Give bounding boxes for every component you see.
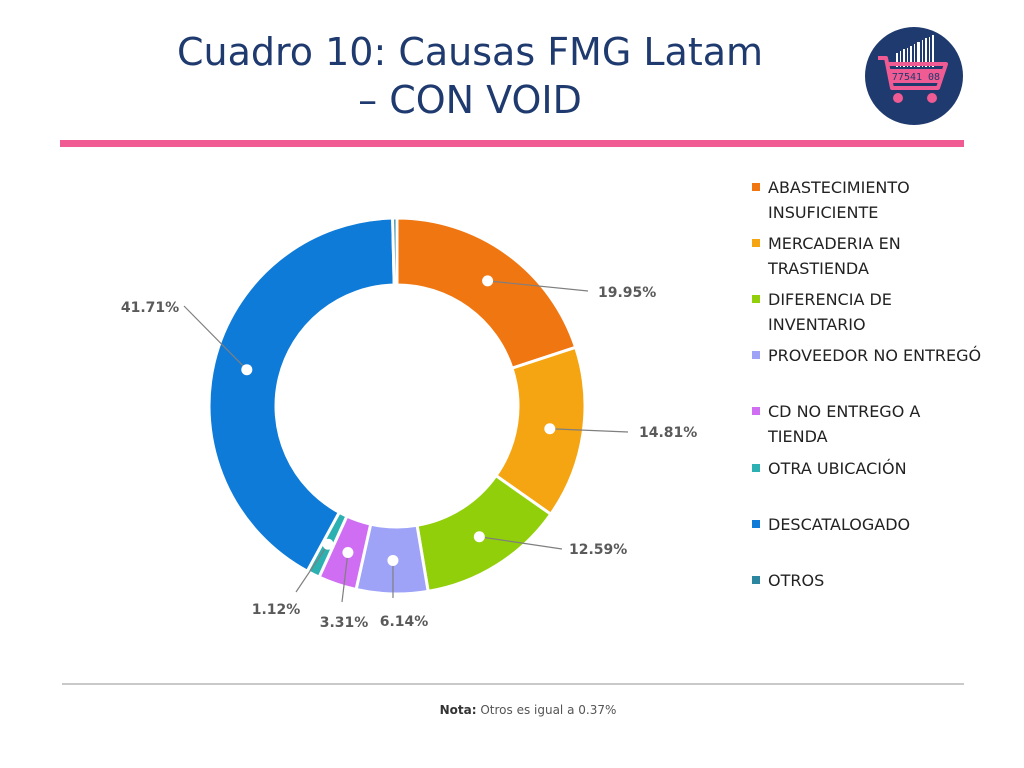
footnote-label: Nota:: [439, 703, 477, 717]
label-dot-cd-no-entrego-a-tienda: [342, 546, 354, 558]
legend-item-cd-no-entrego-a-tienda: CD NO ENTREGO A TIENDA: [752, 399, 1014, 449]
data-label-mercaderia-en-trastienda: 14.81%: [639, 425, 697, 441]
logo-text: 77541 08: [892, 72, 940, 83]
label-dot-otra-ubicaci-n: [322, 538, 334, 550]
data-label-diferencia-de-inventario: 12.59%: [569, 542, 627, 558]
title-divider: [60, 140, 964, 147]
leader-line-abastecimiento-insuficiente: [487, 280, 589, 292]
label-dot-abastecimiento-insuficiente: [482, 275, 494, 287]
slice-otros: [391, 216, 399, 287]
legend-label: INSUFICIENTE: [768, 203, 879, 222]
legend-label: DESCATALOGADO: [768, 515, 911, 534]
legend-item-otra-ubicaci-n: OTRA UBICACIÓN: [752, 456, 1014, 481]
label-dot-diferencia-de-inventario: [473, 531, 485, 543]
label-dot-proveedor-no-entreg: [387, 554, 399, 566]
legend-swatch: [752, 407, 760, 415]
legend-item-diferencia-de-inventario: DIFERENCIA DE INVENTARIO: [752, 287, 1014, 337]
legend-swatch: [752, 295, 760, 303]
legend-item-proveedor-no-entreg: PROVEEDOR NO ENTREGÓ: [752, 343, 1014, 368]
data-label-abastecimiento-insuficiente: 19.95%: [598, 285, 656, 301]
legend-swatch: [752, 520, 760, 528]
legend-swatch: [752, 183, 760, 191]
legend-label: OTRA UBICACIÓN: [768, 459, 907, 478]
legend-label: ABASTECIMIENTO: [768, 178, 910, 197]
legend-label: OTROS: [768, 571, 825, 590]
data-label-descatalogado: 41.71%: [121, 300, 179, 316]
label-dot-mercaderia-en-trastienda: [544, 423, 556, 435]
page-title: Cuadro 10: Causas FMG Latam – CON VOID: [80, 28, 860, 124]
legend-label: INVENTARIO: [768, 315, 866, 334]
legend-label: PROVEEDOR NO ENTREGÓ: [768, 346, 982, 365]
slice-descatalogado: [207, 216, 396, 574]
legend-item-descatalogado: DESCATALOGADO: [752, 512, 1014, 537]
legend-label: CD NO ENTREGO A: [768, 402, 921, 421]
legend-swatch: [752, 351, 760, 359]
title-line-2: – CON VOID: [358, 78, 582, 122]
title-line-1: Cuadro 10: Causas FMG Latam: [176, 30, 764, 74]
legend-swatch: [752, 464, 760, 472]
data-label-cd-no-entrego-a-tienda: 3.31%: [320, 615, 369, 631]
legend-item-otros: OTROS: [752, 568, 1014, 593]
leader-line-mercaderia-en-trastienda: [549, 428, 629, 433]
legend-label: TRASTIENDA: [768, 259, 869, 278]
legend-swatch: [752, 239, 760, 247]
label-dot-descatalogado: [241, 364, 253, 376]
data-label-proveedor-no-entreg: 6.14%: [380, 614, 429, 630]
data-label-otra-ubicaci-n: 1.12%: [252, 602, 301, 618]
slice-abastecimiento-insuficiente: [395, 216, 578, 371]
legend-label: MERCADERIA EN: [768, 234, 901, 253]
footer-divider: [62, 683, 964, 685]
leader-line-otra-ubicaci-n: [295, 543, 329, 593]
leader-line-cd-no-entrego-a-tienda: [341, 552, 349, 603]
footnote: Nota: Otros es igual a 0.37%: [0, 703, 1024, 717]
leader-line-diferencia-de-inventario: [479, 536, 563, 550]
footnote-text: Otros es igual a 0.37%: [476, 703, 617, 717]
legend-label: DIFERENCIA DE: [768, 290, 892, 309]
logo: 77541 08: [865, 27, 963, 125]
legend-item-abastecimiento-insuficiente: ABASTECIMIENTO INSUFICIENTE: [752, 175, 1014, 225]
legend-swatch: [752, 576, 760, 584]
leader-line-descatalogado: [183, 305, 248, 371]
shopping-cart-barcode-icon: 77541 08: [878, 35, 948, 103]
legend-item-mercaderia-en-trastienda: MERCADERIA EN TRASTIENDA: [752, 231, 1014, 281]
legend-label: TIENDA: [768, 427, 828, 446]
